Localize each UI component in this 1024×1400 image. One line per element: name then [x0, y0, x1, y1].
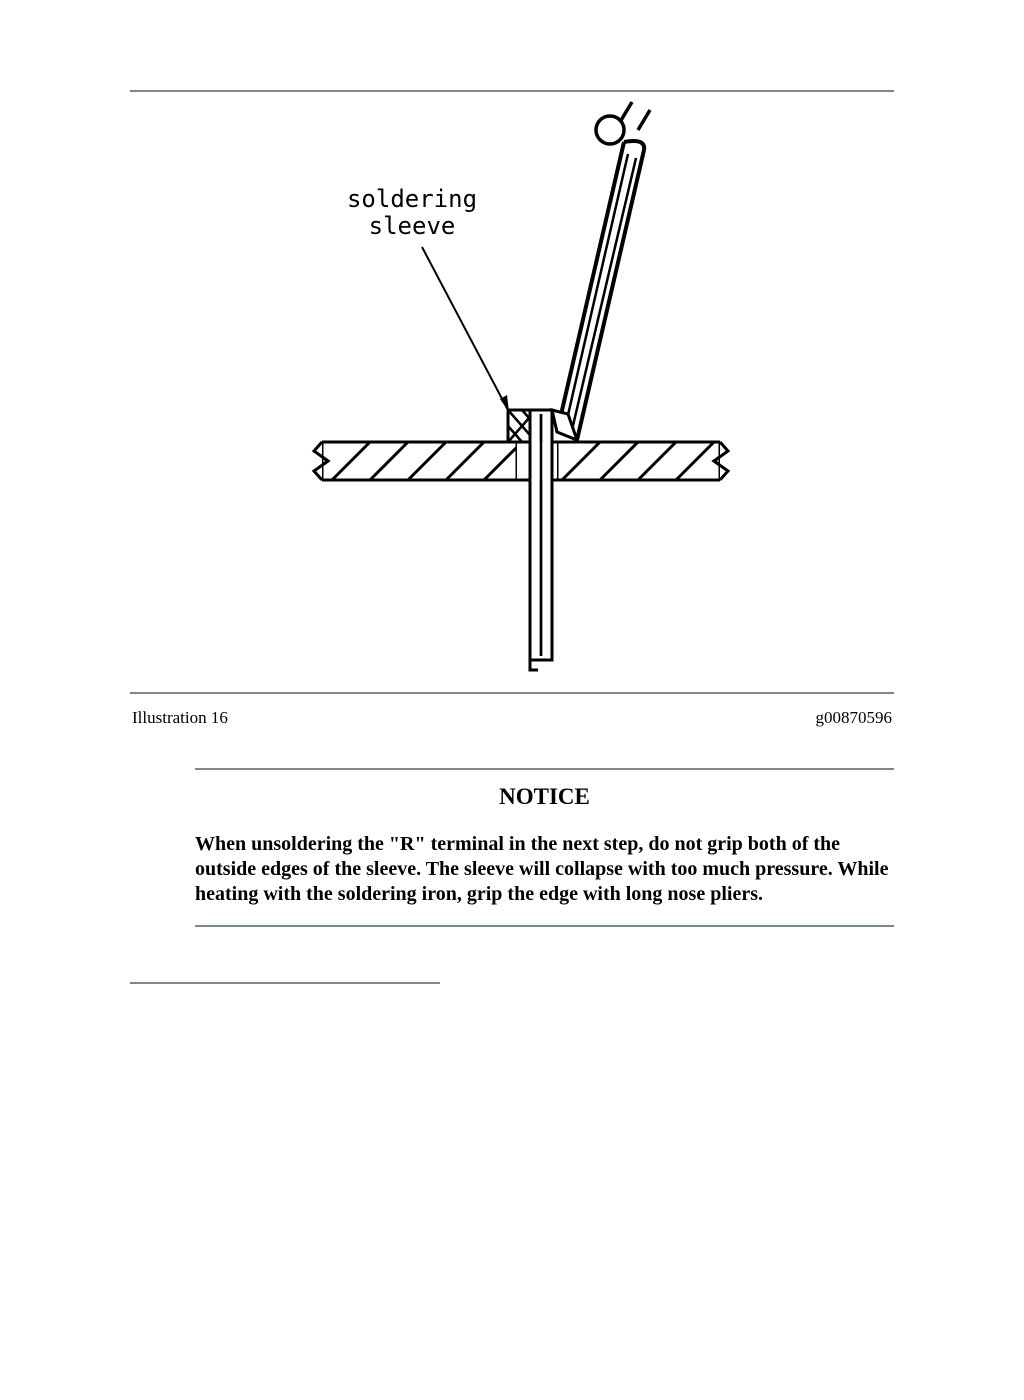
- board-right-segment: [557, 440, 732, 482]
- illustration-number: Illustration 16: [132, 708, 228, 728]
- illustration-figure: soldering sleeve: [130, 90, 894, 694]
- soldering-iron: [552, 102, 650, 440]
- notice-body: When unsoldering the "R" terminal in the…: [195, 832, 894, 907]
- notice-title: NOTICE: [195, 784, 894, 810]
- partial-divider: [130, 982, 440, 984]
- soldering-diagram: soldering sleeve: [232, 92, 792, 692]
- board-left-segment: [310, 440, 517, 482]
- illustration-id: g00870596: [816, 708, 893, 728]
- diagram-label-line1: soldering: [347, 185, 477, 213]
- notice-block: NOTICE When unsoldering the "R" terminal…: [195, 768, 894, 927]
- diagram-label-line2: sleeve: [369, 212, 456, 240]
- figure-caption-row: Illustration 16 g00870596: [132, 708, 892, 728]
